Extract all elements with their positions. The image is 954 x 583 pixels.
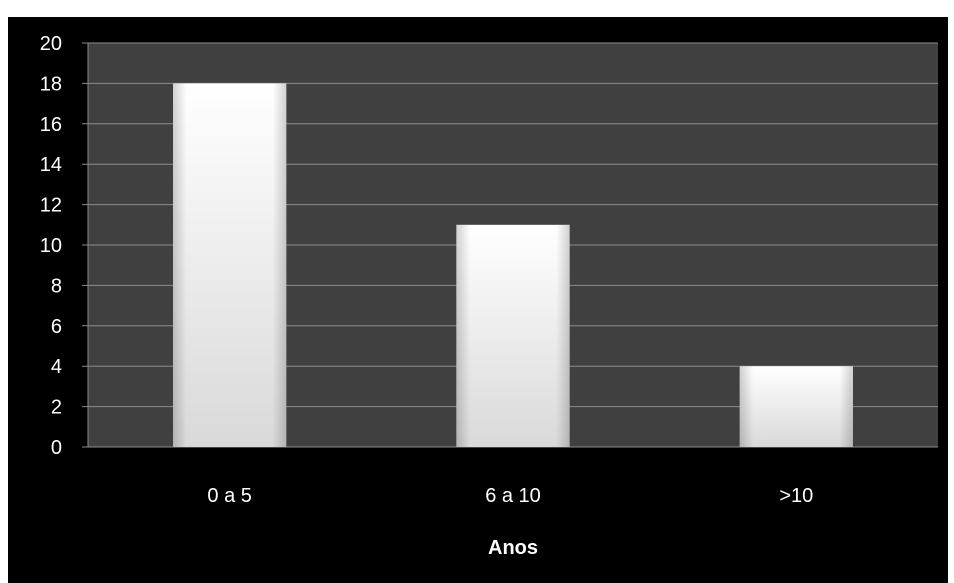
bar-0 [173,83,287,448]
bar-shade [456,224,570,447]
x-category-label: 6 a 10 [485,485,541,507]
x-category-label: 0 a 5 [207,485,251,507]
y-tick-label: 6 [51,316,62,338]
bar-1 [456,224,570,447]
y-tick-label: 18 [40,73,62,95]
bar-shade [173,83,287,448]
y-tick-label: 8 [51,275,62,297]
y-tick-label: 2 [51,397,62,419]
x-axis-title: Anos [488,537,538,559]
x-axis-categories: 0 a 5 6 a 10 >10 [207,485,813,507]
y-axis-ticks: 0 2 4 6 8 10 12 14 16 18 20 [40,33,62,459]
y-tick-label: 16 [40,114,62,136]
y-tick-label: 20 [40,33,62,55]
y-tick-label: 4 [51,356,62,378]
bar-shade [739,366,853,447]
y-tick-label: 0 [51,437,62,459]
y-tick-label: 12 [40,195,62,217]
chart-frame: 0 2 4 6 8 10 12 14 16 18 20 0 a 5 6 a 10 >10 Anos [8,17,948,583]
bar-chart: 0 2 4 6 8 10 12 14 16 18 20 0 a 5 6 a 10 >10 Anos [40,33,938,559]
y-tick-label: 10 [40,235,62,257]
bars [173,83,853,448]
x-category-label: >10 [779,485,813,507]
y-tick-label: 14 [40,154,62,176]
bar-2 [739,366,853,447]
